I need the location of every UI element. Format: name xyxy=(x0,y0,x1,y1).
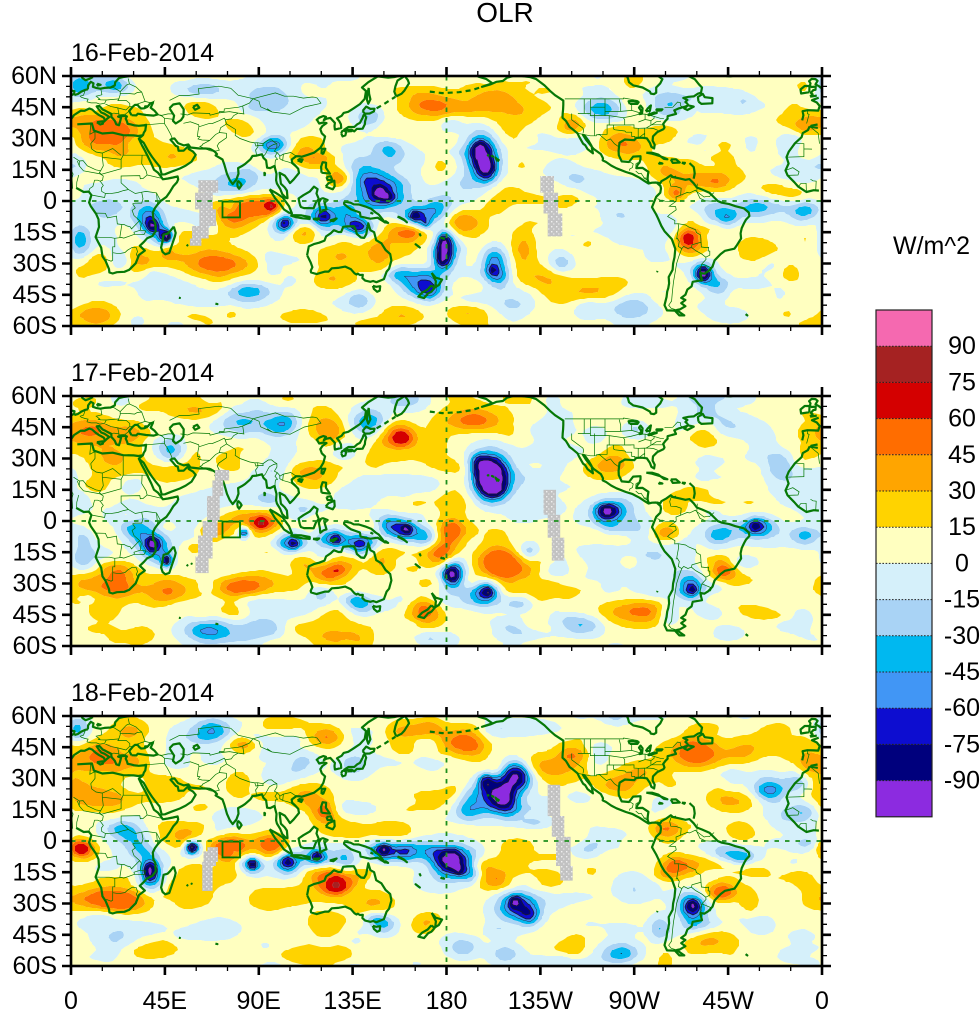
svg-text:17-Feb-2014: 17-Feb-2014 xyxy=(71,359,214,387)
svg-text:60S: 60S xyxy=(13,952,57,980)
svg-text:-15: -15 xyxy=(944,586,980,614)
svg-text:30: 30 xyxy=(948,477,976,505)
svg-text:90: 90 xyxy=(948,332,976,360)
svg-text:30S: 30S xyxy=(13,570,57,598)
svg-text:OLR: OLR xyxy=(476,0,534,28)
svg-text:-45: -45 xyxy=(944,658,980,686)
svg-text:135E: 135E xyxy=(323,987,381,1014)
svg-text:-60: -60 xyxy=(944,694,980,722)
svg-text:45S: 45S xyxy=(13,601,57,629)
svg-text:60: 60 xyxy=(948,405,976,433)
svg-text:0: 0 xyxy=(815,987,829,1014)
svg-text:15N: 15N xyxy=(11,156,57,184)
svg-text:45S: 45S xyxy=(13,921,57,949)
svg-text:0: 0 xyxy=(43,827,57,855)
svg-text:0: 0 xyxy=(43,507,57,535)
svg-text:-90: -90 xyxy=(944,767,980,795)
svg-text:45S: 45S xyxy=(13,281,57,309)
svg-text:45N: 45N xyxy=(11,733,57,761)
svg-text:45W: 45W xyxy=(702,987,754,1014)
svg-text:W/m^2: W/m^2 xyxy=(893,232,970,260)
svg-text:60S: 60S xyxy=(13,312,57,340)
svg-text:-75: -75 xyxy=(944,730,980,758)
svg-text:0: 0 xyxy=(955,549,969,577)
svg-text:15S: 15S xyxy=(13,858,57,886)
svg-text:60N: 60N xyxy=(11,382,57,410)
svg-text:135W: 135W xyxy=(508,987,574,1014)
svg-text:180: 180 xyxy=(426,987,468,1014)
svg-text:60N: 60N xyxy=(11,62,57,90)
svg-text:60S: 60S xyxy=(13,632,57,660)
svg-text:18-Feb-2014: 18-Feb-2014 xyxy=(71,679,214,707)
svg-text:0: 0 xyxy=(43,187,57,215)
svg-text:15N: 15N xyxy=(11,476,57,504)
svg-text:30N: 30N xyxy=(11,445,57,473)
svg-text:15S: 15S xyxy=(13,538,57,566)
svg-text:60N: 60N xyxy=(11,702,57,730)
svg-text:15N: 15N xyxy=(11,796,57,824)
svg-text:45E: 45E xyxy=(143,987,187,1014)
svg-text:45N: 45N xyxy=(11,93,57,121)
svg-text:16-Feb-2014: 16-Feb-2014 xyxy=(71,39,214,67)
svg-text:30S: 30S xyxy=(13,890,57,918)
svg-text:30N: 30N xyxy=(11,765,57,793)
svg-text:45: 45 xyxy=(948,441,976,469)
svg-text:45N: 45N xyxy=(11,413,57,441)
svg-text:0: 0 xyxy=(64,987,78,1014)
svg-text:-30: -30 xyxy=(944,622,980,650)
svg-text:75: 75 xyxy=(948,368,976,396)
svg-text:15S: 15S xyxy=(13,218,57,246)
svg-text:15: 15 xyxy=(948,513,976,541)
svg-text:30N: 30N xyxy=(11,125,57,153)
svg-text:30S: 30S xyxy=(13,250,57,278)
svg-text:90E: 90E xyxy=(237,987,281,1014)
svg-text:90W: 90W xyxy=(609,987,661,1014)
